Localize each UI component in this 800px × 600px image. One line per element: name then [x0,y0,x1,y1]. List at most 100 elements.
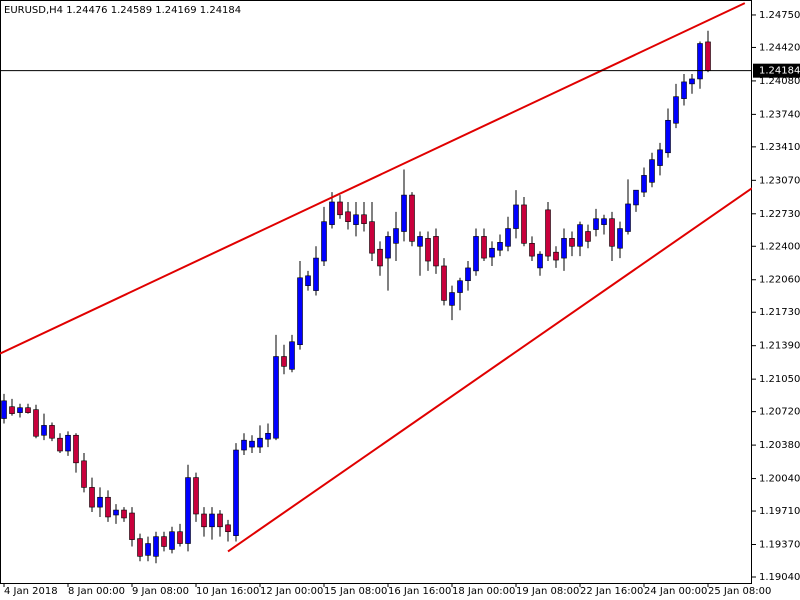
candle-body [617,228,623,249]
y-tick-label: 1.21050 [759,374,800,385]
candle-body [177,531,183,544]
candle-body [241,439,247,451]
x-tick-label: 10 Jan 16:00 [196,586,259,597]
candle-body [545,209,551,257]
y-tick-label: 1.19710 [759,506,800,517]
x-tick-label: 18 Jan 00:00 [452,586,515,597]
candle-body [89,487,95,508]
chart-title: EURUSD,H4 1.24476 1.24589 1.24169 1.2418… [4,5,241,16]
candle-body [41,425,47,436]
candle-body [137,538,143,557]
y-tick-label: 1.24080 [759,76,800,87]
candle-body [481,236,487,259]
candle-body [681,81,687,99]
y-tick-label: 1.23740 [759,109,800,120]
candle-body [257,437,263,448]
candle-body [625,203,631,232]
candle-body [505,228,511,247]
candle-body [129,512,135,540]
candle-body [81,460,87,488]
candle-body [689,78,695,85]
x-tick-label: 19 Jan 08:00 [516,586,579,597]
candle-body [697,43,703,80]
candle-body [465,267,471,282]
y-tick-label: 1.20720 [759,407,800,418]
candle-body [233,449,239,536]
candle-body [537,253,543,269]
axes: 1.24750 1.24420 1.24080 1.23740 1.23410 1.230… [3,10,800,597]
candle-body [329,201,335,225]
candle-body [417,236,423,247]
candle-body [393,228,399,244]
plot-area [0,2,752,564]
candle-body [705,41,711,71]
candle-body [569,238,575,247]
candle-body [249,440,255,448]
candle-body [585,231,591,242]
candle-body [153,536,159,557]
current-price-label: 1.24184 [759,66,800,77]
candle-body [225,524,231,533]
candle-body [409,194,415,242]
candle-body [1,400,7,419]
candle-body [273,356,279,439]
candle-body [113,509,119,516]
candle-body [521,204,527,244]
x-tick-label: 9 Jan 08:00 [132,586,189,597]
candle-body [649,159,655,183]
y-tick-label: 1.19040 [759,572,800,583]
y-tick-label: 1.21730 [759,307,800,318]
y-tick-label: 1.21390 [759,341,800,352]
candle-body [161,536,167,547]
x-tick-label: 25 Jan 08:00 [708,586,771,597]
candle-body [577,224,583,247]
candle-body [169,531,175,550]
candle-body [209,513,215,528]
candle-body [377,248,383,267]
candle-body [489,247,495,258]
candle-body [497,242,503,251]
candle-body [601,218,607,225]
candle-body [145,543,151,556]
x-tick-label: 4 Jan 2018 [4,586,58,597]
candle-body [313,257,319,291]
candle-body [665,119,671,154]
candle-body [73,434,79,464]
y-tick-label: 1.24750 [759,10,800,21]
trend-line [0,2,746,355]
candle-body [401,194,407,232]
candle-body [385,236,391,259]
candle-body [185,477,191,544]
candle-body [281,356,287,367]
y-tick-label: 1.19370 [759,540,800,551]
candle-body [305,275,311,286]
candle-body [361,214,367,224]
candle-body [441,265,447,301]
candle-body [65,434,71,452]
candle-body [25,407,31,413]
candle-body [657,149,663,166]
x-tick-label: 12 Jan 00:00 [260,586,323,597]
candle-body [17,407,23,413]
candle-body [97,496,103,508]
y-tick-label: 1.22730 [759,209,800,220]
candle-body [353,214,359,225]
candle-body [425,238,431,262]
plot-frame [0,0,752,584]
candle-body [345,211,351,222]
x-tick-label: 24 Jan 00:00 [644,586,707,597]
x-tick-label: 8 Jan 00:00 [68,586,125,597]
candle-body [609,218,615,247]
candle-body [641,175,647,193]
candle-body [121,509,127,519]
y-tick-label: 1.22400 [759,241,800,252]
candle-body [33,409,39,437]
y-tick-label: 1.23070 [759,175,800,186]
candle-body [433,236,439,267]
candle-body [49,425,55,439]
x-tick-label: 16 Jan 16:00 [388,586,451,597]
candle-body [513,204,519,229]
candle-body [633,189,639,206]
